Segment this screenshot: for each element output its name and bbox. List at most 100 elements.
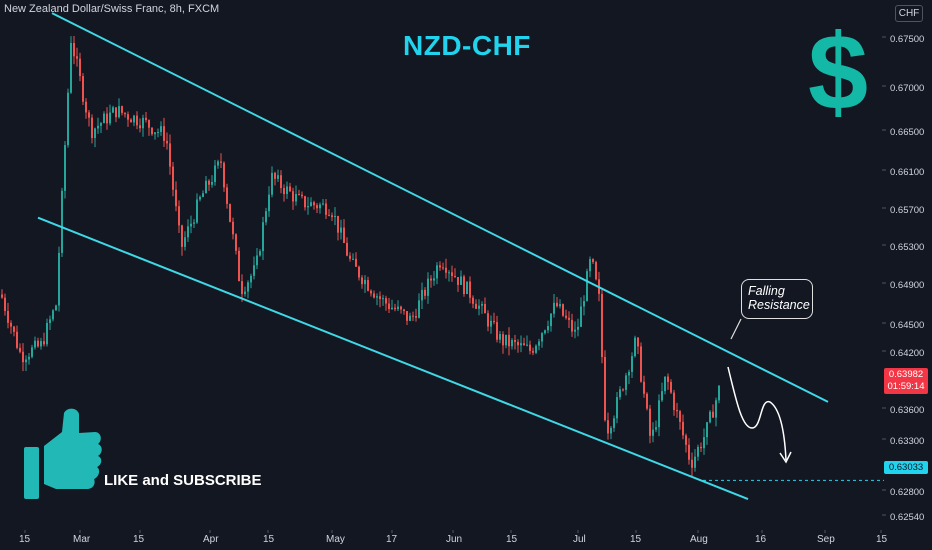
candle-body: [16, 331, 18, 348]
candle-body: [421, 289, 423, 301]
candle-body: [310, 202, 312, 207]
candle-body: [601, 293, 603, 358]
candle-body: [670, 381, 672, 393]
candle-body: [37, 340, 39, 347]
candle-body: [355, 258, 357, 267]
candle-body: [292, 191, 294, 202]
candle-body: [631, 356, 633, 372]
channel-support-line[interactable]: [37, 216, 749, 501]
chart-title: NZD-CHF: [403, 30, 531, 61]
candle-body: [298, 193, 300, 195]
candle-body: [619, 389, 621, 398]
candle-body: [556, 302, 558, 307]
dollar-sign-icon: $: [808, 11, 869, 132]
time-label: Aug: [690, 534, 708, 545]
candle-body: [226, 187, 228, 204]
candle-body: [79, 58, 81, 77]
candle-body: [301, 194, 303, 197]
candle-body: [43, 341, 45, 345]
candle-body: [256, 255, 258, 266]
candle-body: [382, 298, 384, 300]
projection-arrowhead: [779, 451, 792, 464]
price-label: 0.66500: [890, 127, 925, 138]
candle-body: [13, 326, 15, 332]
price-label: 0.62540: [890, 512, 925, 523]
candle-body: [436, 265, 438, 279]
candle-body: [361, 277, 363, 285]
candle-body: [628, 371, 630, 376]
candle-body: [184, 237, 186, 247]
time-label: Sep: [817, 534, 835, 545]
candle-body: [643, 381, 645, 394]
candle-body: [541, 333, 543, 342]
candle-body: [151, 127, 153, 135]
candle-body: [709, 411, 711, 423]
candle-body: [166, 140, 168, 144]
bubble-pointer: [730, 318, 742, 340]
time-label: Jun: [446, 534, 463, 545]
candle-body: [124, 112, 126, 115]
price-label: 0.63300: [890, 436, 925, 447]
price-label: 0.64900: [890, 280, 925, 291]
thumbs-up-icon: [24, 408, 102, 499]
candle-body: [274, 172, 276, 179]
candle-body: [46, 322, 48, 345]
currency-badge[interactable]: CHF: [895, 5, 923, 22]
candle-body: [391, 307, 393, 310]
candle-body: [190, 223, 192, 227]
candle-body: [322, 203, 324, 205]
candle-body: [235, 234, 237, 251]
price-label: 0.64200: [890, 348, 925, 359]
current-price-tag: 0.63982 01:59:14: [884, 368, 928, 394]
candle-body: [700, 446, 702, 449]
candle-body: [373, 293, 375, 298]
price-label: 0.64500: [890, 320, 925, 331]
candle-body: [271, 172, 273, 195]
candle-body: [238, 250, 240, 282]
candle-body: [553, 302, 555, 314]
candle-body: [508, 334, 510, 347]
candle-body: [472, 297, 474, 304]
candle-body: [427, 278, 429, 296]
candle-body: [469, 281, 471, 298]
candle-body: [490, 320, 492, 327]
candle-body: [640, 346, 642, 382]
symbol-title[interactable]: New Zealand Dollar/Swiss Franc, 8h, FXCM: [4, 3, 220, 15]
candle-body: [658, 400, 660, 428]
candle-body: [367, 279, 369, 291]
candle-body: [40, 341, 42, 347]
candle-body: [685, 435, 687, 445]
candle-body: [703, 437, 705, 449]
candle-body: [589, 259, 591, 272]
candle-body: [250, 275, 252, 283]
candle-body: [25, 359, 27, 363]
falling-resistance-callout: Falling Resistance: [741, 279, 813, 319]
candle-body: [610, 427, 612, 434]
candle-body: [706, 422, 708, 438]
candle-body: [691, 459, 693, 468]
candle-body: [583, 301, 585, 307]
candle-body: [160, 126, 162, 132]
candle-body: [676, 410, 678, 412]
candle-body: [328, 214, 330, 216]
candle-body: [244, 291, 246, 295]
candle-body: [148, 120, 150, 128]
candle-body: [634, 337, 636, 357]
candle-body: [118, 106, 120, 118]
candle-body: [100, 123, 102, 126]
candle-body: [349, 255, 351, 259]
candle-body: [592, 259, 594, 263]
candle-body: [496, 322, 498, 340]
candle-body: [208, 180, 210, 185]
candle-body: [418, 300, 420, 318]
time-label: 15: [506, 534, 518, 545]
candle-body: [718, 385, 720, 401]
candle-body: [451, 272, 453, 277]
falling-resistance-line[interactable]: [51, 12, 829, 403]
candle-body: [661, 391, 663, 401]
candle-body: [562, 304, 564, 316]
candle-body: [232, 221, 234, 235]
candle-body: [19, 347, 21, 352]
time-label: May: [326, 534, 345, 545]
